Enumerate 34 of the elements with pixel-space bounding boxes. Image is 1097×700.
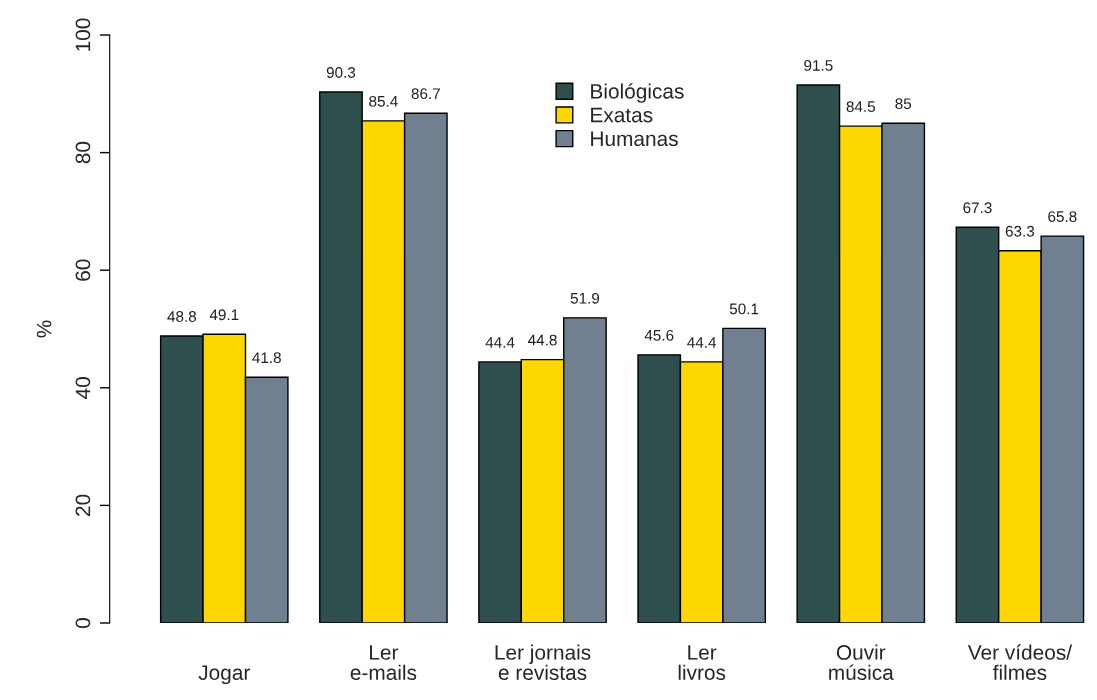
data-label: 85.4 — [369, 95, 398, 107]
data-label: 45.6 — [644, 329, 674, 341]
legend-label: Humanas — [591, 131, 678, 147]
data-label: 90.3 — [326, 67, 356, 78]
y-tick-label: 20 — [75, 494, 91, 516]
data-label: 49.1 — [209, 309, 239, 321]
data-label: 63.3 — [1005, 225, 1035, 237]
x-tick-label: Ler livros — [678, 645, 726, 680]
y-tick-label: 60 — [75, 259, 91, 281]
data-label: 91.5 — [804, 60, 833, 71]
y-tick-label: 80 — [75, 141, 91, 164]
y-axis-title: % — [36, 320, 52, 338]
y-tick-label: 100 — [75, 18, 91, 51]
data-label: 48.8 — [167, 311, 197, 322]
y-tick-label: 0 — [75, 618, 91, 628]
y-tick-label: 40 — [75, 377, 91, 399]
legend-label: Biológicas — [591, 83, 684, 103]
data-label: 84.5 — [846, 101, 876, 113]
x-tick-label: Jogar — [198, 665, 250, 685]
data-label: 44.4 — [485, 337, 515, 348]
x-tick-label: Ouvir música — [829, 644, 894, 680]
data-label: 65.8 — [1048, 211, 1077, 222]
x-tick-label: Ver vídeos/ filmes — [967, 644, 1073, 680]
data-label: 44.4 — [687, 337, 717, 348]
data-label: 51.9 — [570, 292, 600, 304]
data-label: 50.1 — [729, 303, 759, 315]
data-label: 85 — [895, 98, 912, 110]
data-label: 86.7 — [411, 88, 440, 100]
data-label: 44.8 — [528, 334, 557, 346]
legend-label: Exatas — [591, 107, 653, 123]
x-tick-label: Ler e-mails — [350, 645, 417, 680]
x-tick-label: Ler jornais e revistas — [495, 644, 591, 680]
data-label: 67.3 — [963, 202, 992, 214]
data-label: 41.8 — [252, 352, 281, 364]
